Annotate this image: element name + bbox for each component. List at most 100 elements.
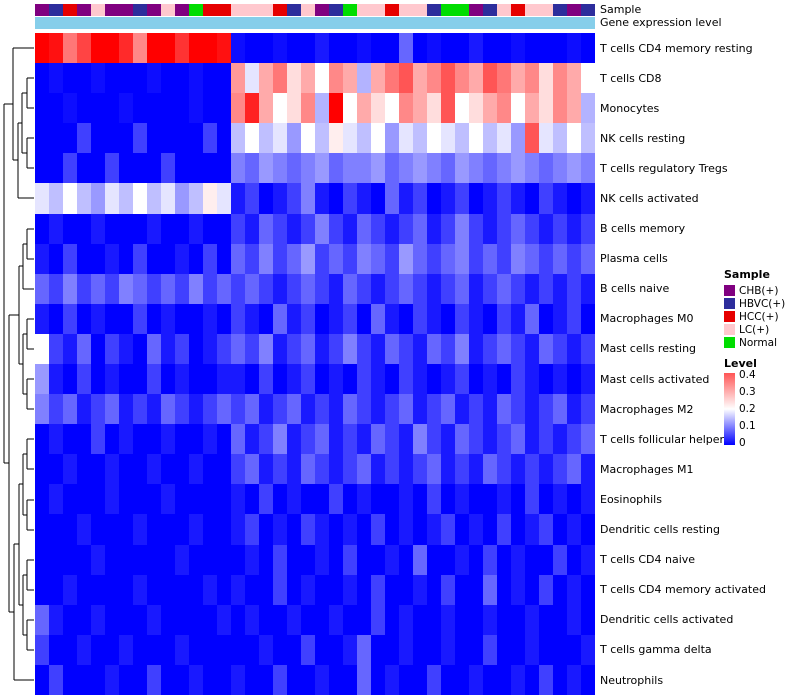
heatmap-cell [189,424,203,454]
heatmap-cell [469,63,483,93]
heatmap-cell [147,394,161,424]
heatmap-cell [343,394,357,424]
sample-annotation-cell [357,4,371,16]
heatmap-cell [217,484,231,514]
heatmap-cell [329,394,343,424]
heatmap-cell [273,364,287,394]
heatmap-cell [441,635,455,665]
heatmap-cell [63,183,77,213]
heatmap-cell [581,153,595,183]
heatmap-cell [35,33,49,63]
heatmap-cell [371,93,385,123]
heatmap-cell [259,635,273,665]
heatmap-cell [553,575,567,605]
heatmap-cell [511,123,525,153]
heatmap-cell [399,514,413,544]
heatmap-cell [161,214,175,244]
heatmap-cell [497,274,511,304]
heatmap-cell [469,123,483,153]
heatmap-cell [567,63,581,93]
heatmap-cell [315,123,329,153]
heatmap-cell [259,304,273,334]
heatmap-cell [427,394,441,424]
heatmap-cell [455,514,469,544]
heatmap-cell [161,153,175,183]
heatmap-cell [581,394,595,424]
heatmap-cell [427,274,441,304]
heatmap-cell [63,665,77,695]
heatmap-cell [427,33,441,63]
heatmap-cell [469,183,483,213]
heatmap-cell [483,545,497,575]
heatmap-cell [147,605,161,635]
heatmap-cell [203,394,217,424]
heatmap-cell [455,364,469,394]
heatmap-cell [217,183,231,213]
heatmap-cell [315,514,329,544]
heatmap-cell [287,183,301,213]
heatmap-cell [469,424,483,454]
heatmap-cell [189,33,203,63]
heatmap-cell [525,364,539,394]
heatmap-cell [497,123,511,153]
heatmap-cell [581,63,595,93]
sample-annotation-cell [203,4,217,16]
heatmap-cell [273,665,287,695]
heatmap-cell [301,364,315,394]
heatmap-cell [497,33,511,63]
heatmap-cell [357,484,371,514]
heatmap-cell [133,244,147,274]
heatmap-cell [539,424,553,454]
heatmap-cell [189,394,203,424]
heatmap-cell [469,394,483,424]
heatmap-cell [301,484,315,514]
heatmap-cell [581,183,595,213]
heatmap-cell [189,364,203,394]
heatmap-cell [553,334,567,364]
heatmap-cell [119,665,133,695]
heatmap-cell [119,394,133,424]
heatmap-cell [203,304,217,334]
heatmap-cell [413,454,427,484]
heatmap-cell [581,454,595,484]
heatmap-cell [357,394,371,424]
heatmap-cell [581,575,595,605]
heatmap-cell [203,635,217,665]
heatmap-cell [161,635,175,665]
heatmap-cell [441,665,455,695]
heatmap-cell [49,364,63,394]
heatmap-cell [63,153,77,183]
sample-annotation-cell [119,4,133,16]
heatmap-cell [469,605,483,635]
heatmap-cell [525,605,539,635]
heatmap-cell [203,454,217,484]
heatmap-cell [455,123,469,153]
heatmap-cell [105,304,119,334]
heatmap-cell [469,364,483,394]
heatmap-cell [77,334,91,364]
heatmap-cell [315,33,329,63]
sample-annotation-cell [161,4,175,16]
heatmap-cell [259,605,273,635]
heatmap-cell [91,123,105,153]
heatmap-cell [133,605,147,635]
heatmap-cell [105,93,119,123]
heatmap-cell [455,575,469,605]
heatmap-cell [539,605,553,635]
sample-annotation-cell [427,4,441,16]
heatmap-cell [413,665,427,695]
heatmap-cell [413,214,427,244]
heatmap-cell [539,153,553,183]
heatmap-cell [245,364,259,394]
heatmap-cell [63,635,77,665]
heatmap-cell [343,605,357,635]
heatmap-cell [273,274,287,304]
heatmap-cell [133,514,147,544]
heatmap-cell [567,33,581,63]
heatmap-cell [91,304,105,334]
heatmap-cell [35,454,49,484]
heatmap-cell [511,635,525,665]
heatmap-cell [245,304,259,334]
heatmap-cell [497,334,511,364]
heatmap-cell [259,93,273,123]
